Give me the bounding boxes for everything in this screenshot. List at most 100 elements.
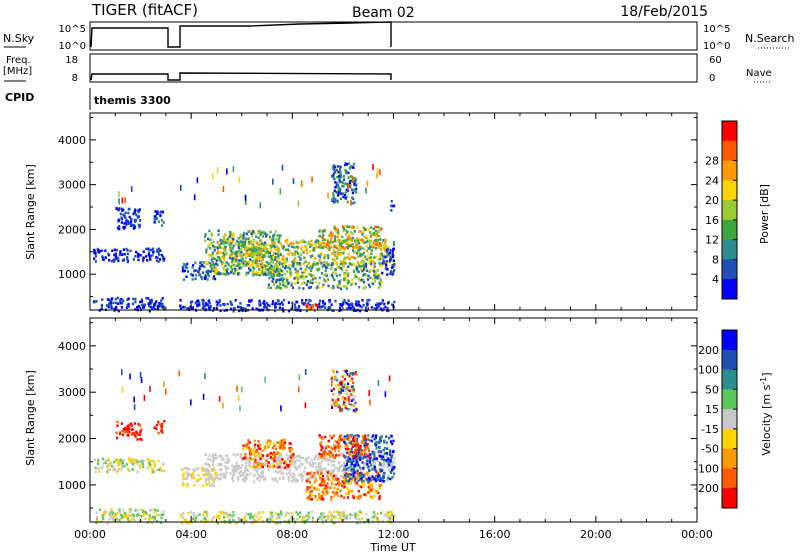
data-cell [330, 273, 333, 277]
data-cell [192, 514, 195, 518]
data-cell [245, 477, 248, 481]
data-cell [289, 267, 292, 271]
data-cell [135, 430, 138, 433]
data-cell [332, 197, 335, 200]
data-cell [212, 457, 215, 460]
data-cell [132, 297, 135, 301]
data-cell [298, 374, 301, 381]
data-cell [362, 480, 365, 483]
data-cell [280, 445, 284, 449]
data-cell [279, 512, 282, 515]
data-cell [375, 457, 378, 460]
data-cell [323, 453, 326, 456]
data-cell [355, 441, 358, 445]
colorbar-tick-label: 24 [705, 174, 719, 187]
data-cell [97, 249, 100, 252]
data-cell [274, 258, 277, 261]
data-cell [94, 260, 97, 263]
freq-frame [89, 53, 698, 83]
data-cell [391, 303, 394, 307]
data-cell [222, 402, 224, 409]
data-cell [376, 302, 379, 305]
data-cell [96, 247, 99, 251]
nsky-right-tick-bottom: 10^0 [703, 41, 730, 52]
data-cell [300, 474, 303, 478]
data-cell [348, 491, 351, 494]
data-cell [322, 283, 325, 287]
data-cell [371, 496, 374, 499]
data-cell [301, 282, 305, 285]
data-cell [364, 441, 367, 445]
nsky-frame [89, 21, 698, 51]
data-cell [349, 166, 352, 169]
data-cell [257, 247, 261, 250]
data-cell [332, 167, 335, 171]
data-cell [266, 517, 269, 521]
data-cell [93, 249, 96, 252]
data-cell [191, 274, 194, 277]
data-cell [265, 235, 268, 238]
data-cell [368, 487, 371, 491]
data-cell [346, 407, 349, 411]
data-cell [387, 457, 390, 460]
data-cell [249, 300, 252, 303]
data-cell [374, 436, 377, 440]
data-cell [351, 471, 354, 475]
data-cell [377, 452, 380, 456]
data-cell [363, 266, 366, 269]
data-cell [236, 453, 239, 456]
data-cell [330, 252, 334, 255]
data-cell [217, 256, 221, 259]
data-cell [261, 462, 264, 466]
data-cell [318, 474, 321, 478]
data-cell [198, 267, 201, 270]
data-cell [269, 238, 272, 242]
data-cell [186, 266, 189, 270]
data-cell [373, 461, 376, 464]
data-cell [226, 515, 229, 519]
data-cell [301, 299, 304, 302]
data-cell [352, 451, 355, 454]
data-cell [139, 224, 142, 227]
data-cell [259, 515, 262, 519]
data-cell [249, 465, 252, 469]
data-cell [263, 454, 266, 458]
data-cell [275, 447, 278, 451]
data-cell [127, 302, 130, 306]
data-cell [308, 250, 311, 253]
data-cell [342, 510, 345, 514]
data-cell [336, 165, 340, 168]
data-cell [261, 235, 264, 238]
data-cell [317, 268, 320, 272]
x-axis-tick-labels: 00:00 04:00 08:00 12:00 16:00 20:00 00:00 [74, 528, 713, 541]
data-cell [331, 309, 334, 312]
data-cell [378, 454, 381, 458]
data-cell [216, 303, 219, 307]
data-cell [345, 451, 348, 454]
data-cell [380, 458, 383, 462]
data-cell [321, 300, 325, 303]
data-cell [128, 459, 131, 463]
data-cell [299, 459, 302, 463]
data-cell [388, 514, 391, 518]
data-cell [346, 373, 349, 376]
data-cell [291, 253, 294, 257]
data-cell [389, 477, 392, 481]
data-cell [329, 451, 332, 454]
data-cell [374, 276, 377, 280]
data-cell [373, 265, 376, 268]
data-cell [136, 306, 139, 309]
data-cell [125, 514, 128, 517]
data-cell [370, 256, 373, 259]
data-cell [343, 496, 346, 499]
data-cell [267, 268, 270, 271]
data-cell [351, 489, 354, 493]
data-cell [262, 249, 265, 253]
data-cell [326, 240, 329, 243]
data-cell [258, 511, 261, 514]
data-cell [320, 453, 323, 456]
data-cell [245, 446, 248, 450]
data-cell [159, 303, 163, 307]
data-cell [252, 265, 255, 269]
data-cell [243, 243, 246, 246]
